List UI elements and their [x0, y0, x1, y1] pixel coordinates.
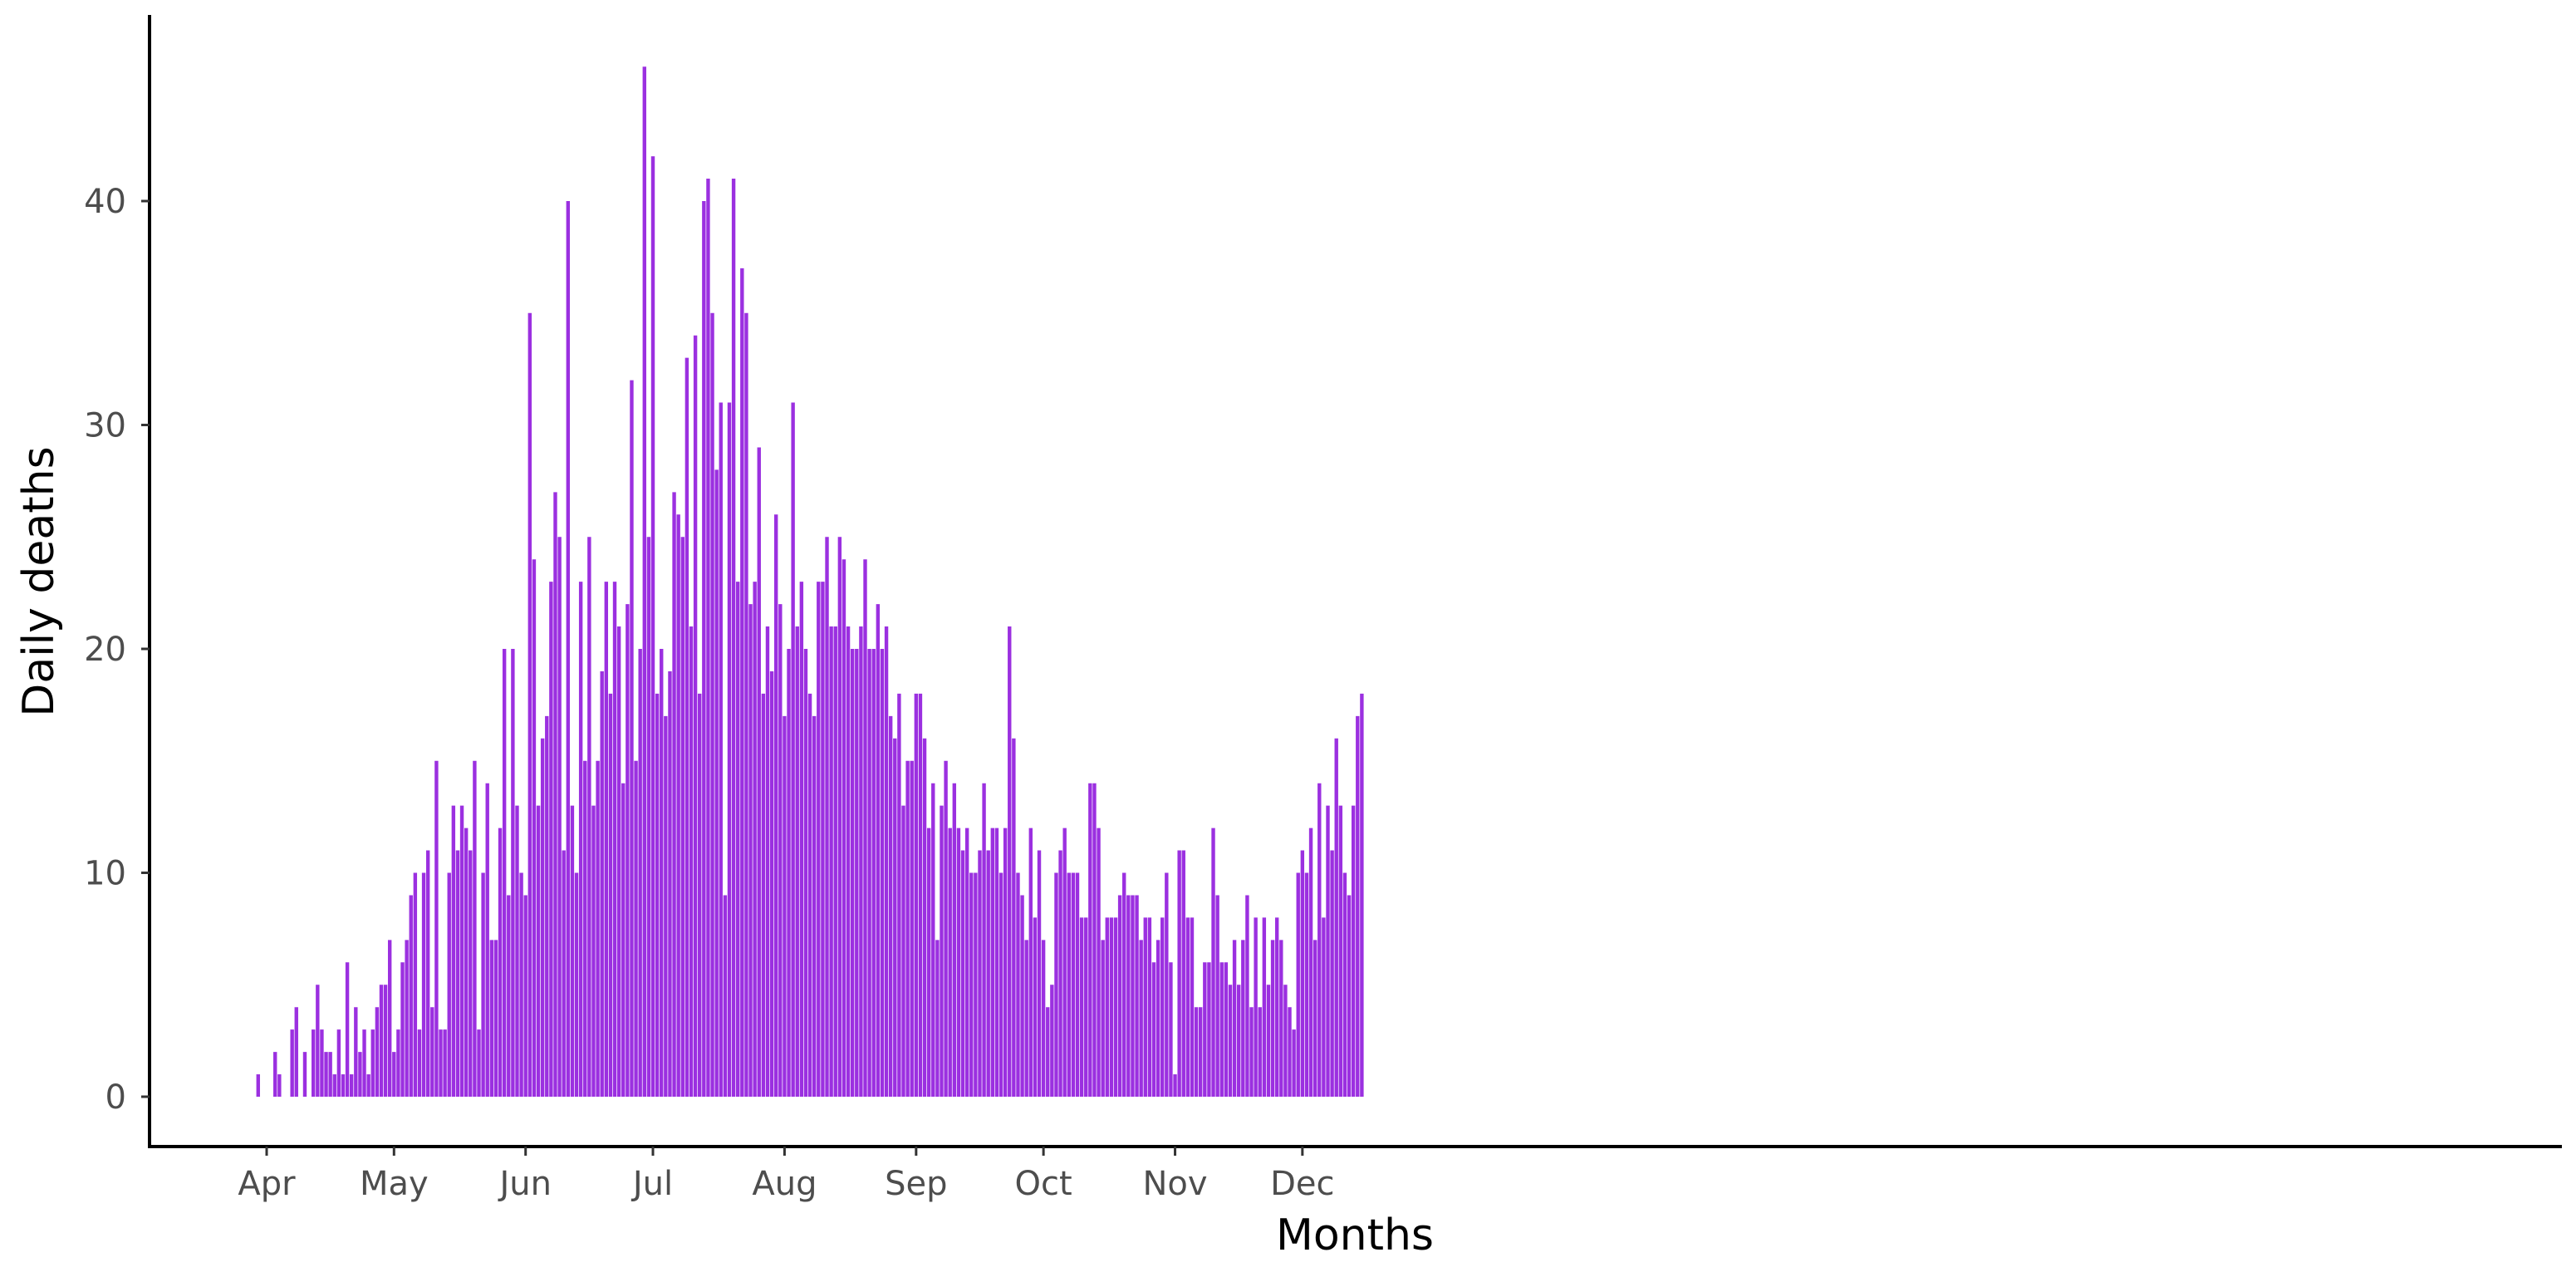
y-tick-label-30: 30: [84, 407, 126, 445]
x-tick-label-nov: Nov: [1143, 1165, 1208, 1203]
x-axis-title: Months: [1276, 1211, 1434, 1260]
y-axis-title: Daily deaths: [14, 446, 64, 716]
y-tick-label-40: 40: [84, 183, 126, 221]
x-tick-label-may: May: [360, 1165, 429, 1203]
y-tick-label-20: 20: [84, 631, 126, 669]
x-tick-label-sep: Sep: [885, 1165, 947, 1203]
x-tick-label-aug: Aug: [752, 1165, 817, 1203]
x-tick-label-jun: Jun: [497, 1165, 552, 1203]
x-tick-label-jul: Jul: [631, 1165, 673, 1203]
x-tick-label-apr: Apr: [238, 1165, 296, 1203]
x-tick-label-dec: Dec: [1270, 1165, 1334, 1203]
y-ticks-group: 0 10 20 30 40: [84, 183, 150, 1117]
y-tick-label-0: 0: [105, 1078, 126, 1117]
bars-group: [256, 66, 1364, 1097]
x-ticks-group: Apr May Jun Jul Aug Sep Oct Nov Dec: [238, 1147, 1335, 1203]
x-tick-label-oct: Oct: [1015, 1165, 1072, 1203]
y-tick-label-10: 10: [84, 855, 126, 893]
